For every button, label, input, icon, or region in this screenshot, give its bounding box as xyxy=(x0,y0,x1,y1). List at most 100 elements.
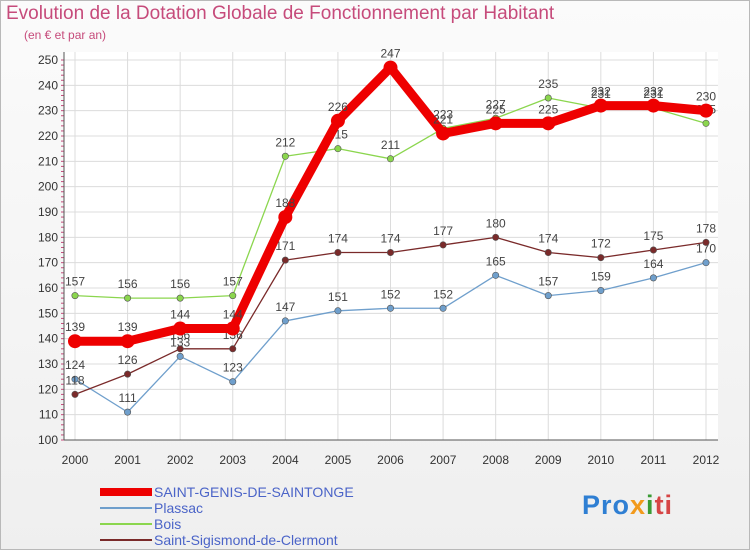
legend-swatch xyxy=(100,507,152,509)
legend-label: Bois xyxy=(154,516,182,532)
y-tick-label: 220 xyxy=(38,129,58,143)
legend-swatch xyxy=(100,488,152,496)
chart-subtitle: (en € et par an) xyxy=(24,28,107,42)
data-label: 111 xyxy=(118,391,137,405)
logo-part: Pro xyxy=(582,490,631,520)
data-point xyxy=(176,294,184,302)
data-point xyxy=(597,254,605,262)
x-tick-label: 2001 xyxy=(114,453,141,467)
data-label: 174 xyxy=(328,232,348,246)
data-label: 178 xyxy=(696,221,716,235)
logo-part: x xyxy=(630,490,647,520)
y-tick-label: 200 xyxy=(38,180,58,194)
y-tick-label: 110 xyxy=(39,408,58,422)
y-tick-label: 150 xyxy=(38,306,58,320)
data-label: 211 xyxy=(381,138,400,152)
data-point xyxy=(649,246,657,254)
x-tick-label: 2004 xyxy=(272,453,299,467)
data-point xyxy=(124,294,132,302)
data-point xyxy=(702,259,710,267)
data-label: 159 xyxy=(591,270,611,284)
data-point xyxy=(334,307,342,315)
data-label: 118 xyxy=(65,373,84,387)
legend-swatch xyxy=(100,539,152,541)
x-tick-label: 2006 xyxy=(377,453,404,467)
data-point xyxy=(281,152,289,160)
data-point xyxy=(541,116,556,131)
data-label: 180 xyxy=(486,216,506,230)
data-point xyxy=(386,304,394,312)
data-label: 225 xyxy=(538,102,558,116)
legend-label: Plassac xyxy=(154,500,204,516)
data-label: 151 xyxy=(328,290,348,304)
x-tick-label: 2000 xyxy=(62,453,89,467)
data-label: 188 xyxy=(275,196,295,210)
x-tick-label: 2012 xyxy=(693,453,720,467)
data-point xyxy=(439,241,447,249)
y-tick-label: 210 xyxy=(38,154,58,168)
data-label: 165 xyxy=(486,254,506,268)
data-point xyxy=(702,238,710,246)
data-point xyxy=(173,321,188,336)
data-point xyxy=(71,375,79,383)
logo-part: i xyxy=(646,490,655,520)
data-point xyxy=(386,249,394,257)
data-point xyxy=(278,210,293,225)
x-tick-label: 2009 xyxy=(535,453,562,467)
data-point xyxy=(229,292,237,300)
y-tick-label: 250 xyxy=(38,53,58,67)
data-label: 231 xyxy=(643,87,663,101)
data-label: 177 xyxy=(433,224,453,238)
data-label: 172 xyxy=(591,237,611,251)
data-label: 152 xyxy=(380,287,400,301)
y-tick-label: 140 xyxy=(38,332,58,346)
data-label: 232 xyxy=(643,85,663,99)
data-point xyxy=(383,60,398,75)
y-tick-label: 230 xyxy=(38,104,58,118)
data-label: 171 xyxy=(275,239,295,253)
data-point xyxy=(597,287,605,295)
data-point xyxy=(330,113,345,128)
data-point xyxy=(68,334,82,349)
data-point xyxy=(281,317,289,325)
data-point xyxy=(176,345,184,353)
data-label: 231 xyxy=(591,87,611,101)
x-tick-label: 2007 xyxy=(430,453,457,467)
data-point xyxy=(699,103,713,118)
data-label: 247 xyxy=(380,47,400,61)
data-point xyxy=(71,292,79,300)
data-point xyxy=(593,98,608,113)
data-label: 139 xyxy=(118,320,138,334)
data-label: 232 xyxy=(591,85,611,99)
y-tick-label: 190 xyxy=(38,205,58,219)
x-tick-label: 2010 xyxy=(587,453,614,467)
data-label: 174 xyxy=(380,232,400,246)
data-point xyxy=(281,256,289,264)
data-label: 221 xyxy=(433,112,453,126)
data-point xyxy=(334,249,342,257)
data-label: 235 xyxy=(538,77,558,91)
y-tick-label: 180 xyxy=(38,230,58,244)
legend-label: SAINT-GENIS-DE-SAINTONGE xyxy=(154,484,354,500)
logo-part: ti xyxy=(654,490,674,520)
data-label: 133 xyxy=(170,335,190,349)
proxiti-logo: Proxiti xyxy=(582,490,673,521)
data-point xyxy=(488,116,503,131)
legend-label: Saint-Sigismond-de-Clermont xyxy=(154,532,338,548)
data-label: 152 xyxy=(433,287,453,301)
x-tick-label: 2003 xyxy=(219,453,246,467)
data-label: 139 xyxy=(65,320,85,334)
data-label: 157 xyxy=(538,275,558,289)
data-point xyxy=(334,145,342,153)
data-point xyxy=(436,126,451,141)
data-point xyxy=(124,408,132,416)
data-label: 170 xyxy=(696,242,716,256)
data-label: 175 xyxy=(643,229,663,243)
data-point xyxy=(386,155,394,163)
data-point xyxy=(225,321,240,336)
data-label: 144 xyxy=(223,308,243,322)
y-tick-label: 130 xyxy=(38,357,58,371)
data-label: 164 xyxy=(643,257,663,271)
legend-swatch xyxy=(100,523,152,525)
data-label: 156 xyxy=(118,277,138,291)
